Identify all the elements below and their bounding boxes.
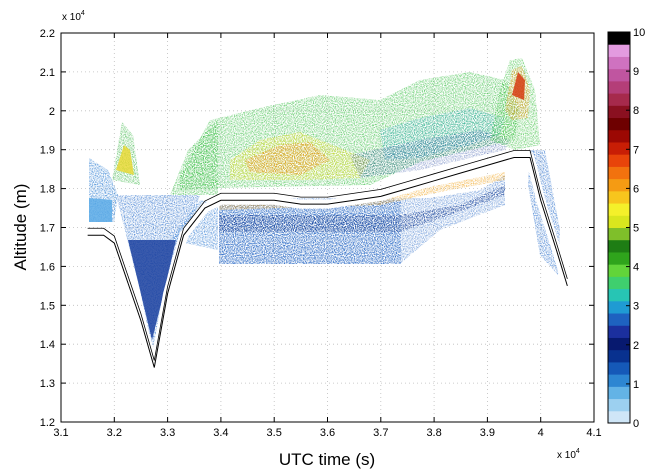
colorbar-swatch <box>608 117 630 131</box>
y-axis-title: Altitude (m) <box>11 184 30 271</box>
colorbar-tick-label: 4 <box>633 262 639 274</box>
colorbar-swatch <box>608 386 630 400</box>
colorbar-swatch <box>608 251 630 265</box>
colorbar-tick-label: 3 <box>633 301 639 313</box>
x-tick-label: 3.7 <box>373 427 388 439</box>
flight-track <box>87 150 572 373</box>
x-tick-label: 4 <box>538 427 544 439</box>
curtain-left-low <box>89 198 112 222</box>
curtain-upper-dark <box>350 130 510 178</box>
colorbar-swatch <box>608 32 630 45</box>
colorbar-swatch <box>608 141 630 155</box>
x-axis-multiplier: x 104 <box>557 448 580 461</box>
colorbar-swatch <box>608 337 630 351</box>
x-tick-label: 3.4 <box>213 427 228 439</box>
y-tick-label: 2 <box>49 106 55 118</box>
colorbar-swatch <box>608 154 630 167</box>
x-tick-label: 3.8 <box>426 427 441 439</box>
y-tick-label: 2.1 <box>40 67 55 79</box>
colorbar-swatch <box>608 410 630 424</box>
x-tick-label: 3.2 <box>107 427 122 439</box>
x-tick-label: 4.1 <box>586 427 601 439</box>
colorbar-swatch <box>608 190 630 204</box>
x-tick-label: 3.9 <box>480 427 495 439</box>
y-tick-label: 1.5 <box>40 300 55 312</box>
colorbar-swatch <box>608 349 630 363</box>
x-tick-label: 3.5 <box>267 427 282 439</box>
colorbar-swatch <box>608 288 630 302</box>
colorbar: 0 1 2 3 4 5 6 7 8 9 10 <box>607 27 645 430</box>
curtain-left-peak-core <box>116 145 134 175</box>
colorbar-swatch <box>608 68 630 82</box>
colorbar-tick-label: 2 <box>633 340 639 352</box>
y-tick-label: 1.7 <box>40 223 55 235</box>
colorbar-swatch <box>608 361 630 375</box>
colorbar-swatch <box>608 239 630 253</box>
colorbar-swatch <box>608 264 630 277</box>
colorbar-swatch <box>608 203 630 216</box>
curtain-right-peak-red <box>512 72 525 100</box>
y-tick-label: 1.3 <box>40 378 55 390</box>
x-tick-label: 3.1 <box>53 427 68 439</box>
colorbar-swatch <box>608 166 630 180</box>
y-tick-label: 1.2 <box>40 417 55 429</box>
colorbar-swatch <box>608 44 630 57</box>
colorbar-tick-label: 7 <box>633 144 639 156</box>
colorbar-swatch <box>608 313 630 326</box>
colorbar-swatch <box>608 56 630 70</box>
colorbar-swatch <box>608 300 630 314</box>
colorbar-tick-label: 0 <box>633 418 639 430</box>
curtain-lower-dark <box>219 185 505 232</box>
colorbar-tick-label: 8 <box>633 105 639 117</box>
colorbar-swatch <box>608 227 630 241</box>
colorbar-tick-label: 6 <box>633 183 639 195</box>
colorbar-tick-label: 9 <box>633 66 639 78</box>
curtain-dip-core <box>128 240 176 340</box>
y-axis-multiplier: x 104 <box>62 10 85 23</box>
y-tick-label: 1.6 <box>40 261 55 273</box>
y-tick-label: 2.2 <box>40 28 55 40</box>
colorbar-swatch <box>608 276 630 290</box>
x-axis-title: UTC time (s) <box>279 450 375 469</box>
colorbar-swatch <box>608 129 630 143</box>
y-tick-label: 1.8 <box>40 184 55 196</box>
x-axis: 3.1 3.2 3.3 3.4 3.5 3.6 3.7 3.8 3.9 4 4.1 <box>53 33 602 439</box>
colorbar-swatch <box>608 398 630 412</box>
flight-track-line <box>87 156 568 368</box>
colorbar-tick-label: 5 <box>633 223 639 235</box>
colorbar-swatch <box>608 178 630 192</box>
colorbar-tick-label: 1 <box>633 379 639 391</box>
colorbar-swatch <box>608 93 630 106</box>
colorbar-swatch <box>608 374 630 387</box>
x-tick-label: 3.6 <box>320 427 335 439</box>
colorbar-swatch <box>608 325 630 338</box>
colorbar-swatch <box>608 80 630 94</box>
y-axis: 1.2 1.3 1.4 1.5 1.6 1.7 1.8 1.9 2 2.1 2.2 <box>40 28 594 429</box>
curtain-upper-orange <box>245 142 330 175</box>
colorbar-tick-label: 10 <box>633 27 645 39</box>
colorbar-swatch <box>608 105 630 119</box>
x-tick-label: 3.3 <box>160 427 175 439</box>
flight-track-line-upper <box>87 150 568 361</box>
colorbar-swatch <box>608 215 630 228</box>
y-tick-label: 1.4 <box>40 339 55 351</box>
y-tick-label: 1.9 <box>40 145 55 157</box>
